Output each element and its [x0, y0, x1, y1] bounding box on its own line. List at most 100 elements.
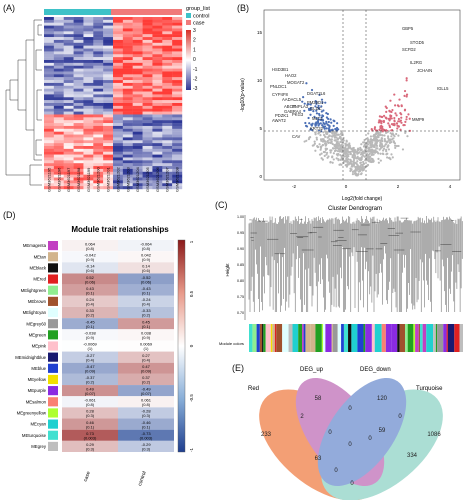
heatmap-cell: [83, 34, 94, 38]
volcano-point: [382, 149, 385, 152]
p-value: (0.9): [142, 335, 151, 340]
heatmap-cell: [142, 186, 153, 190]
correlation-cell: [118, 396, 174, 408]
gene-label: PNLDC1: [270, 84, 287, 89]
heatmap-cell: [162, 51, 173, 55]
volcano-point: [318, 153, 322, 156]
volcano-point: [327, 120, 330, 124]
heatmap-cell: [73, 17, 84, 21]
volcano-point: [360, 143, 363, 146]
heatmap-cell: [142, 168, 153, 172]
volcano-point: [307, 116, 310, 120]
module-name: MEtan: [34, 254, 47, 259]
volcano-point: [335, 146, 338, 149]
heatmap-cell: [122, 166, 133, 170]
volcano-point: [329, 118, 332, 121]
heatmap-cell: [44, 25, 55, 29]
sample-label: GSM3621207: [165, 167, 170, 192]
volcano-point: [393, 93, 396, 96]
gene-label: GABRA4: [284, 109, 302, 114]
column-control: control: [137, 471, 148, 487]
volcano-point: [367, 149, 370, 153]
heatmap-cell: [162, 108, 173, 112]
volcano-point: [383, 145, 386, 148]
heatmap-cell: [152, 103, 163, 107]
volcano-point: [311, 122, 314, 125]
heatmap-cell: [93, 19, 104, 23]
heatmap-cell: [122, 177, 133, 181]
heatmap-cell: [93, 183, 104, 187]
module-name: MEmidnightblue: [15, 355, 46, 360]
heatmap-cell: [132, 91, 143, 95]
module-swatch: [48, 430, 58, 440]
heatmap-cell: [83, 88, 94, 92]
volcano-point: [396, 127, 399, 130]
heatmap-cell: [103, 143, 114, 147]
module-trait-colorbar: [177, 239, 186, 453]
volcano-point: [314, 105, 317, 108]
heatmap-cell: [63, 48, 74, 52]
heatmap-cell: [93, 100, 104, 104]
heatmap-cell: [152, 134, 163, 138]
volcano-point: [359, 149, 362, 152]
volcano-point: [349, 150, 352, 154]
correlation-value: -0.27: [85, 353, 95, 358]
volcano-point: [349, 167, 352, 170]
heatmap-cell: [53, 48, 64, 52]
heatmap-cell: [83, 22, 94, 26]
heatmap-cell: [122, 180, 133, 184]
volcano-point: [338, 163, 341, 166]
heatmap-cell: [132, 140, 143, 144]
p-value: (1): [144, 346, 150, 351]
heatmap-cell: [152, 105, 163, 109]
heatmap-cell: [122, 108, 133, 112]
heatmap-cell: [162, 154, 173, 158]
volcano-point: [397, 125, 400, 128]
volcano-point: [343, 155, 347, 158]
heatmap-cell: [122, 105, 133, 109]
module-color-segment: [413, 324, 416, 352]
heatmap-cell: [162, 19, 173, 23]
heatmap-cell: [162, 120, 173, 124]
volcano-point: [357, 157, 360, 160]
module-color-segment: [325, 324, 332, 352]
volcano-point: [331, 128, 334, 132]
heatmap-cell: [63, 120, 74, 124]
volcano-point: [313, 140, 316, 143]
volcano-point: [336, 150, 340, 153]
volcano-point: [356, 163, 359, 166]
heatmap-cell: [93, 128, 104, 132]
heatmap-cell: [63, 131, 74, 135]
module-color-segment: [282, 324, 289, 352]
heatmap-cell: [44, 111, 55, 115]
heatmap-cell: [103, 105, 114, 109]
heatmap-cell: [53, 168, 64, 172]
heatmap-cell: [152, 157, 163, 161]
heatmap-cell: [103, 111, 114, 115]
volcano-point: [333, 132, 336, 135]
heatmap-cell: [152, 39, 163, 43]
heatmap-cell: [122, 28, 133, 32]
heatmap-cell: [83, 111, 94, 115]
volcano-point: [321, 158, 324, 161]
heatmap-cell: [73, 166, 84, 170]
heatmap-cell: [63, 74, 74, 78]
heatmap-cell: [73, 51, 84, 55]
heatmap-cell: [53, 88, 64, 92]
heatmap-cell: [122, 100, 133, 104]
gene-label: HSD3B1: [272, 67, 289, 72]
correlation-value: 0.49: [86, 386, 95, 391]
volcano-point: [323, 122, 326, 126]
heatmap-cell: [172, 160, 183, 164]
volcano-point: [366, 137, 369, 140]
heatmap-cell: [63, 28, 74, 32]
heatmap-cell: [142, 42, 153, 46]
heatmap-cell: [132, 37, 143, 41]
heatmap-cell: [63, 114, 74, 118]
volcano-point: [325, 132, 328, 136]
p-value: (0.8): [142, 402, 151, 407]
heatmap-cell: [63, 57, 74, 61]
height-tick: 0.85: [237, 263, 244, 267]
heatmap-cell: [63, 171, 74, 175]
heatmap-cell: [73, 148, 84, 152]
